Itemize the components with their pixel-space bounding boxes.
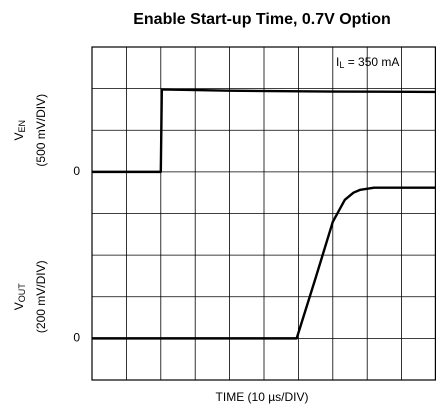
channel-scale: (500 mV/DIV): [34, 94, 48, 167]
x-axis-label: TIME (10 µs/DIV): [216, 390, 309, 404]
annotation-sub: L: [339, 60, 344, 70]
channel-sub: EN: [17, 120, 27, 133]
channel-main: V: [12, 133, 26, 141]
annotation-main: I: [336, 55, 339, 69]
channel-main: V: [12, 302, 26, 310]
y-axis-label: VOUT (200 mV/DIV): [12, 260, 48, 333]
y-tick-label: 0: [73, 164, 80, 178]
channel-label: VOUT: [12, 283, 27, 311]
channel-label: VEN: [12, 120, 27, 141]
trace: [92, 186, 436, 340]
annotation: IL = 350 mA: [336, 55, 399, 70]
plot-frame: [91, 46, 436, 381]
trace: [92, 88, 436, 174]
chart-title: Enable Start-up Time, 0.7V Option: [133, 11, 391, 28]
channel-sub: OUT: [17, 283, 27, 303]
y-axis-label: VEN (500 mV/DIV): [12, 94, 48, 167]
channel-scale: (200 mV/DIV): [34, 260, 48, 333]
y-tick-label: 0: [73, 331, 80, 345]
annotation-rest: = 350 mA: [344, 55, 399, 69]
